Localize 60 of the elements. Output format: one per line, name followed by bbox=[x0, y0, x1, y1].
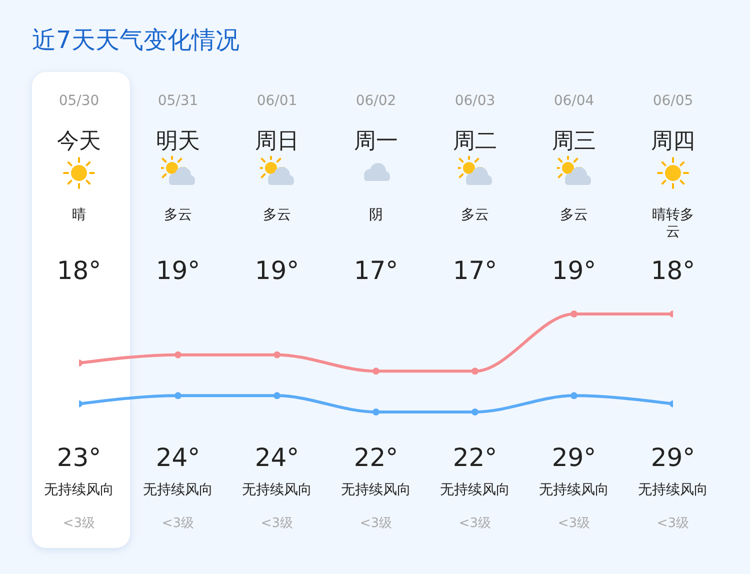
text: 周二 bbox=[453, 128, 497, 156]
data-label: 22° bbox=[354, 443, 398, 472]
text: 周一 bbox=[354, 128, 398, 156]
text: 晴 bbox=[72, 207, 86, 224]
text: <3级 bbox=[656, 515, 690, 532]
x-tick-label: 05/31 bbox=[156, 93, 200, 109]
text: 多云 bbox=[560, 207, 588, 224]
text: 无持续风向 bbox=[341, 481, 411, 499]
text: 明天 bbox=[156, 128, 200, 156]
x-tick-label: 06/01 bbox=[256, 93, 298, 109]
text: 无持续风向 bbox=[44, 481, 114, 499]
text: 无持续风向 bbox=[143, 481, 213, 499]
data-label: 29° bbox=[552, 443, 596, 472]
text: 周三 bbox=[552, 128, 596, 156]
data-label: 17° bbox=[354, 256, 398, 285]
x-tick-label: 06/02 bbox=[354, 93, 398, 109]
x-tick-label: 06/03 bbox=[454, 93, 496, 109]
chart-title: 近7天天气变化情况 bbox=[32, 25, 240, 56]
point bbox=[274, 392, 280, 400]
data-label: 22° bbox=[452, 443, 498, 472]
data-label: 19° bbox=[254, 256, 300, 285]
text: 无持续风向 bbox=[242, 481, 312, 499]
text: <3级 bbox=[162, 515, 194, 532]
point bbox=[472, 368, 478, 375]
text: <3级 bbox=[360, 515, 392, 532]
text: <3级 bbox=[558, 515, 590, 532]
data-label: 23° bbox=[56, 443, 102, 472]
point bbox=[570, 310, 578, 318]
text: 周四 bbox=[651, 128, 695, 156]
text: 今天 bbox=[57, 128, 101, 156]
data-label: 18° bbox=[650, 256, 696, 285]
point bbox=[372, 408, 380, 416]
text: 多云 bbox=[461, 207, 489, 224]
text: 晴转多云 bbox=[651, 207, 695, 241]
point bbox=[274, 351, 280, 358]
text: 多云 bbox=[164, 207, 192, 224]
data-label: 24° bbox=[254, 443, 300, 472]
point bbox=[372, 368, 380, 375]
data-label: 29° bbox=[650, 443, 696, 472]
text: 无持续风向 bbox=[638, 481, 708, 499]
x-tick-label: 06/04 bbox=[552, 93, 596, 109]
text: 无持续风向 bbox=[440, 481, 510, 499]
text: 无持续风向 bbox=[539, 481, 609, 499]
point bbox=[174, 351, 182, 358]
point bbox=[472, 408, 478, 416]
text: 多云 bbox=[263, 207, 291, 224]
data-label: 17° bbox=[452, 256, 498, 285]
text: <3级 bbox=[62, 515, 96, 532]
point bbox=[570, 392, 578, 400]
x-tick-label: 05/30 bbox=[58, 93, 100, 109]
text: <3级 bbox=[458, 515, 492, 532]
x-tick-label: 06/05 bbox=[652, 93, 694, 109]
text: 阴 bbox=[369, 207, 383, 224]
text: 周日 bbox=[255, 128, 299, 156]
data-label: 18° bbox=[56, 256, 102, 285]
data-label: 24° bbox=[156, 443, 200, 472]
data-label: 19° bbox=[156, 256, 200, 285]
point bbox=[174, 392, 182, 400]
data-label: 19° bbox=[552, 256, 596, 285]
text: <3级 bbox=[260, 515, 294, 532]
